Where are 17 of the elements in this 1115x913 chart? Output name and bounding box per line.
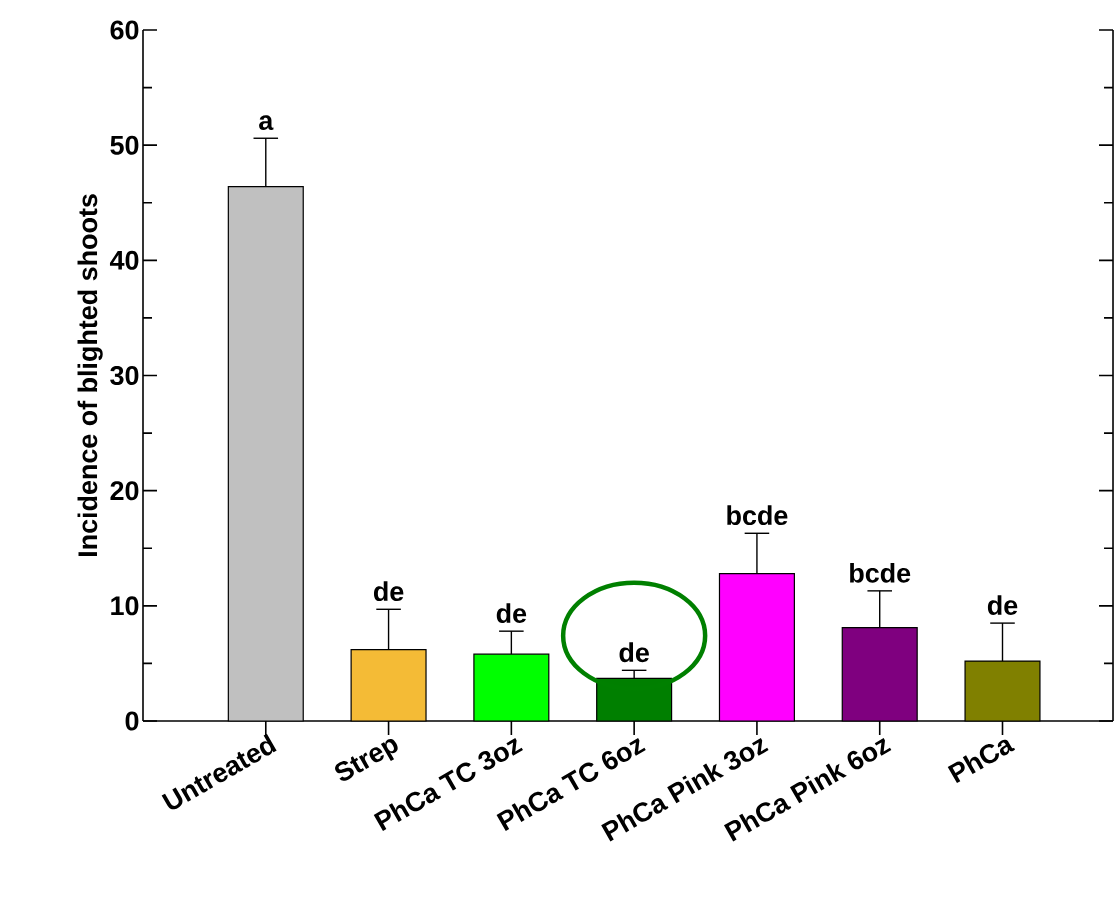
- annotation: de: [373, 581, 404, 602]
- annotation: a: [259, 115, 274, 131]
- annotation: bcde: [850, 562, 911, 583]
- x-tick-label: PhCa: [947, 739, 1016, 784]
- y-tick-label: 40: [109, 250, 139, 270]
- y-tick-label: 50: [110, 135, 139, 155]
- y-tick-label: 10: [111, 596, 139, 616]
- y-tick-label: 30: [110, 365, 139, 386]
- annotation: de: [987, 595, 1018, 615]
- y-axis-title: Incidence of blighted shoots: [77, 194, 103, 557]
- x-tick-label: Strep: [335, 738, 398, 781]
- annotation: bcde: [727, 505, 788, 526]
- y-tick-label: 20: [110, 481, 139, 501]
- y-tick-label: 0: [125, 711, 139, 731]
- annotation: de: [619, 642, 649, 663]
- y-tick-label: 60: [110, 20, 139, 40]
- annotation: de: [496, 603, 527, 623]
